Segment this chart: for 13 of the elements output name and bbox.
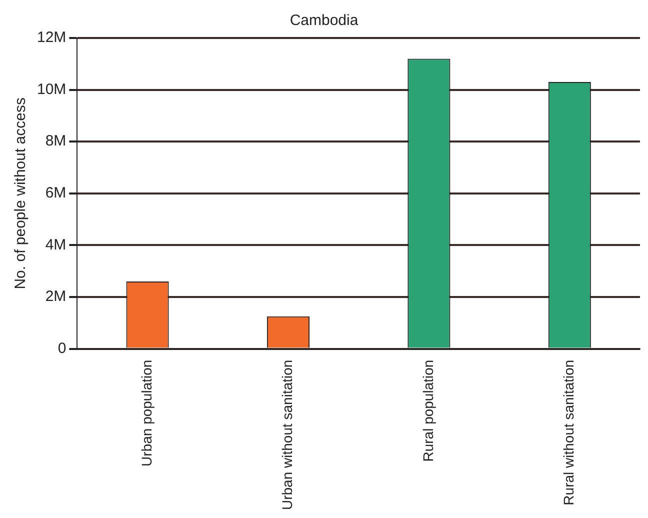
y-tick-label: 10M — [36, 80, 66, 98]
y-tick-label: 2M — [45, 288, 66, 306]
y-tick-label: 0 — [58, 340, 66, 357]
chart-title: Cambodia — [290, 12, 359, 30]
y-axis-title: No. of people without access — [12, 98, 30, 290]
y-tick-label: 4M — [45, 236, 66, 254]
y-tick-label: 8M — [45, 132, 66, 150]
x-tick-label: Urban without sanitation — [279, 360, 296, 510]
x-tick-label: Rural population — [420, 360, 436, 462]
x-tick-label: Rural without sanitation — [560, 360, 577, 506]
y-tick-label: 12M — [36, 29, 66, 46]
x-tick-label: Urban population — [138, 360, 154, 466]
y-tick-label: 6M — [45, 184, 66, 202]
